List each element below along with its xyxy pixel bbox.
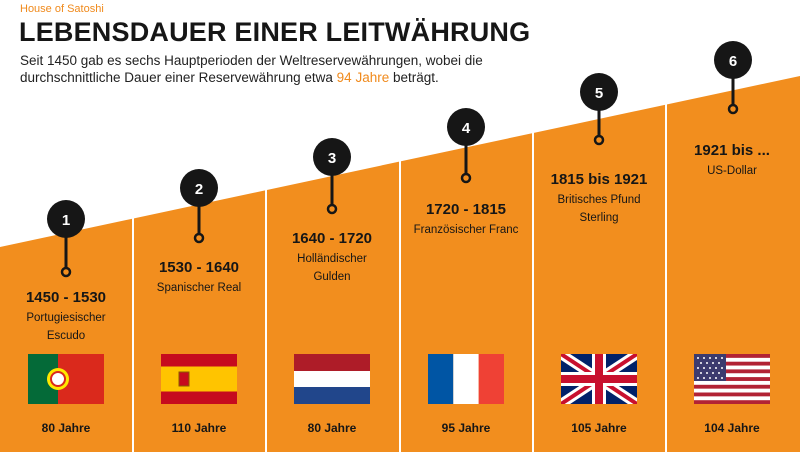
currency-name-2: Spanischer Real	[133, 279, 265, 297]
currency-line: Britisches Pfund	[557, 194, 641, 206]
marker-2: 2	[180, 169, 218, 244]
marker-number-5: 5	[595, 85, 603, 102]
currency-line: Sterling	[579, 212, 619, 224]
subtitle: Seit 1450 gab es sechs Hauptperioden der…	[20, 52, 580, 86]
uk-flag-icon	[561, 354, 637, 404]
currency-line: Spanischer Real	[156, 282, 242, 294]
period-range-3: 1640 - 1720	[291, 230, 373, 247]
marker-1: 1	[47, 200, 85, 278]
currency-line: Gulden	[313, 271, 351, 283]
marker-6: 6	[714, 41, 752, 115]
currency-line: US-Dollar	[707, 165, 757, 177]
period-range-5: 1815 bis 1921	[550, 171, 648, 188]
marker-3: 3	[313, 138, 351, 215]
period-range-1: 1450 - 1530	[25, 289, 107, 306]
period-range-4: 1720 - 1815	[425, 201, 507, 218]
usa-flag-icon	[694, 354, 770, 404]
duration-6: 104 Jahre	[704, 421, 760, 435]
page-title: LEBENSDAUER EINER LEITWÄHRUNG	[19, 17, 531, 47]
duration-2: 110 Jahre	[171, 421, 227, 435]
netherlands-flag-icon	[294, 354, 370, 404]
period-range-2: 1530 - 1640	[158, 259, 240, 276]
spain-flag-icon	[161, 354, 237, 404]
marker-4: 4	[447, 108, 485, 184]
marker-number-3: 3	[328, 150, 336, 167]
subtitle-text: Seit 1450 gab es sechs Hauptperioden der…	[20, 53, 483, 85]
currency-line: Portugiesischer	[26, 312, 106, 324]
marker-number-6: 6	[729, 53, 737, 70]
currency-name-1: Portugiesischer Escudo	[0, 309, 132, 345]
marker-number-4: 4	[462, 120, 471, 137]
marker-number-1: 1	[62, 212, 70, 229]
duration-3: 80 Jahre	[307, 421, 357, 435]
duration-1: 80 Jahre	[41, 421, 91, 435]
france-flag-icon	[428, 354, 504, 404]
currency-name-4: Französischer Franc	[400, 221, 532, 239]
portugal-flag-icon	[28, 354, 104, 404]
subtitle-highlight: 94 Jahre	[336, 70, 390, 85]
column-dividers	[132, 85, 667, 452]
currency-line: Französischer Franc	[413, 224, 519, 236]
subtitle-text-end: beträgt.	[389, 70, 439, 85]
period-range-6: 1921 bis ...	[694, 142, 770, 159]
marker-5: 5	[580, 73, 618, 146]
brand-label: House of Satoshi	[20, 3, 104, 15]
duration-4: 95 Jahre	[441, 421, 491, 435]
duration-5: 105 Jahre	[571, 421, 627, 435]
marker-number-2: 2	[195, 181, 203, 198]
currency-name-6: US-Dollar	[666, 162, 798, 180]
currency-name-3: Holländischer Gulden	[266, 250, 398, 286]
currency-line: Escudo	[46, 330, 86, 342]
currency-name-5: Britisches Pfund Sterling	[533, 191, 665, 227]
currency-line: Holländischer	[297, 253, 367, 265]
